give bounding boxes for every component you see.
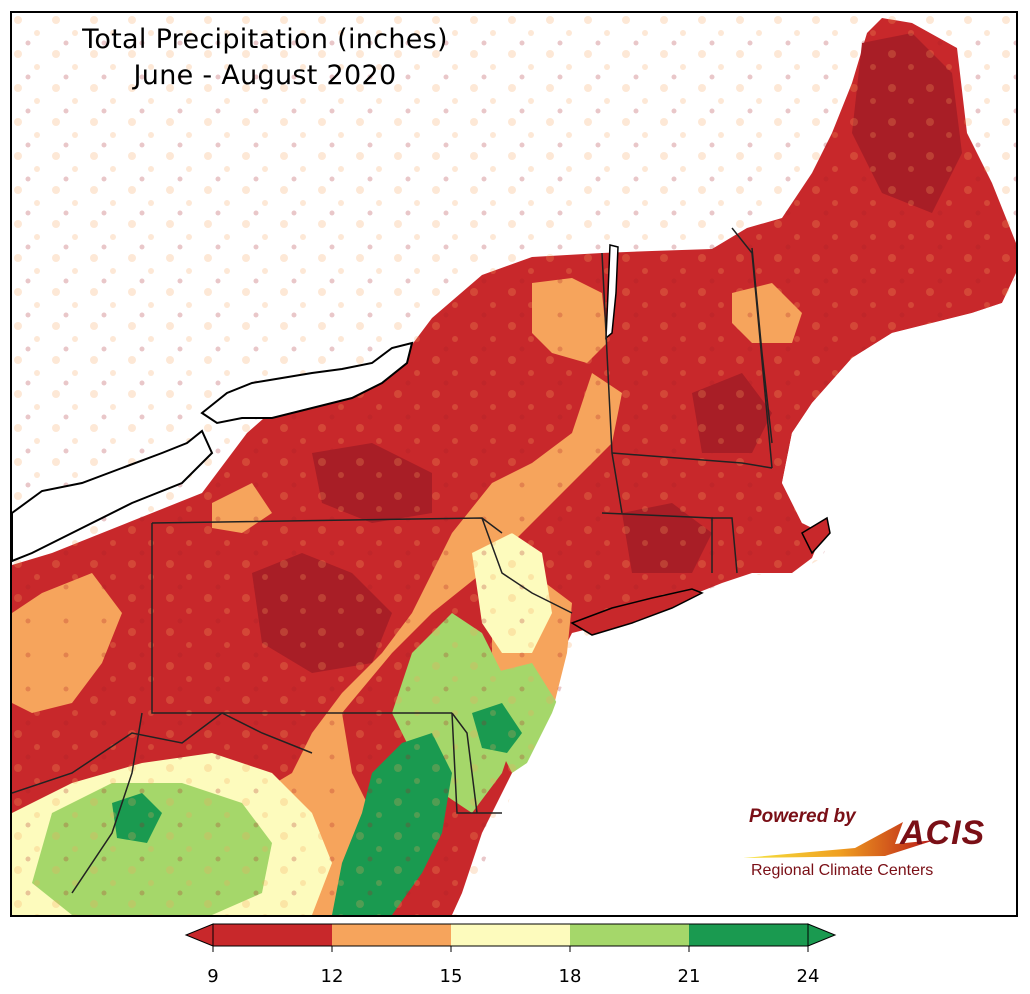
regional-climate-centers-text: Regional Climate Centers <box>751 862 934 879</box>
acis-wordmark: ACIS <box>900 814 986 852</box>
legend-color-segment <box>570 924 689 946</box>
legend-color-segment <box>332 924 451 946</box>
legend-tick-label: 9 <box>207 966 219 987</box>
long-island <box>570 588 704 636</box>
ocean-atlantic <box>464 278 1016 915</box>
legend-color-segment <box>689 924 808 946</box>
legend-colorbar <box>184 923 837 952</box>
legend-color-segment <box>213 924 332 946</box>
legend-color-segment <box>451 924 570 946</box>
powered-by-text: Powered by <box>749 806 856 827</box>
state-boundaries <box>12 227 773 894</box>
map-title: Total Precipitation (inches) <box>82 24 448 55</box>
lake-ontario <box>200 341 414 425</box>
legend-tick-label: 15 <box>439 966 463 987</box>
cape-cod <box>801 516 831 555</box>
legend-over-arrow <box>807 923 837 947</box>
lake-champlain <box>605 244 619 340</box>
legend-tick-label: 24 <box>796 966 820 987</box>
legend-under-arrow <box>184 923 214 947</box>
precipitation-map <box>12 13 1016 915</box>
acis-swoosh-graphic <box>743 822 935 858</box>
acis-logo: Powered by ACIS Regional Climate Centers <box>735 800 995 890</box>
legend-tick-label: 12 <box>320 966 344 987</box>
map-subtitle: June - August 2020 <box>133 60 397 91</box>
legend-tick-label: 21 <box>677 966 701 987</box>
color-legend: 9 12 15 18 21 24 <box>180 920 850 994</box>
legend-frame <box>212 923 809 947</box>
lake-erie <box>12 429 214 563</box>
legend-tick-label: 18 <box>558 966 582 987</box>
map-frame <box>10 11 1018 917</box>
